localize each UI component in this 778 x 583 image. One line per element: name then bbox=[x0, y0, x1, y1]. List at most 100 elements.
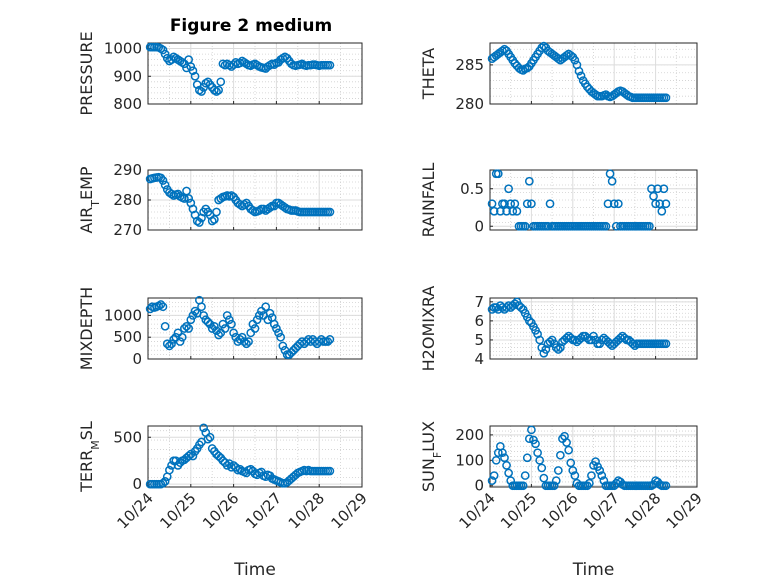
data-point bbox=[186, 315, 196, 325]
data-point bbox=[323, 337, 333, 346]
data-point bbox=[209, 215, 219, 224]
data-point bbox=[537, 343, 547, 352]
data-point bbox=[489, 471, 499, 480]
data-point bbox=[533, 329, 542, 339]
axes-border bbox=[147, 425, 363, 488]
data-point bbox=[570, 55, 580, 65]
data-point bbox=[158, 302, 168, 312]
data-point bbox=[603, 199, 613, 209]
data-point bbox=[533, 448, 542, 458]
data-point bbox=[220, 324, 230, 333]
data-point bbox=[186, 62, 196, 71]
y-axis-label: THETA bbox=[419, 48, 438, 100]
data-point bbox=[491, 303, 501, 312]
axes-border bbox=[147, 42, 363, 105]
data-point bbox=[231, 332, 241, 342]
subplot-terr_msl: 0 500 10/24 10/25 10/26 10/27 10/28 10/29 Time TE… bbox=[77, 421, 371, 580]
subplot-rainfall: 0 0.5 RAINFALL bbox=[419, 163, 698, 237]
data-point bbox=[585, 478, 594, 488]
data-point bbox=[314, 337, 324, 346]
data-point bbox=[207, 216, 217, 226]
data-point bbox=[244, 337, 253, 346]
data-point bbox=[562, 438, 571, 447]
axes-border bbox=[489, 42, 698, 105]
data-point bbox=[595, 466, 605, 475]
data-point bbox=[214, 451, 223, 461]
data-point bbox=[520, 221, 530, 231]
data-point bbox=[502, 461, 511, 470]
x-tick-label: 10/24 bbox=[114, 489, 157, 532]
y-tick-label: 4 bbox=[474, 350, 484, 368]
subplot-pressure: 800 900 1000 PRESSURE bbox=[77, 31, 363, 116]
y-tick-label: 290 bbox=[113, 161, 142, 179]
data-point bbox=[506, 476, 516, 485]
y-tick-label: 6 bbox=[474, 312, 484, 330]
x-axis-label: Time bbox=[572, 560, 615, 580]
data-point bbox=[493, 169, 503, 179]
y-tick-label: 1000 bbox=[104, 40, 142, 58]
data-point bbox=[611, 221, 621, 231]
data-point bbox=[535, 455, 545, 465]
data-point bbox=[227, 319, 236, 329]
data-point bbox=[524, 434, 534, 444]
data-point bbox=[489, 206, 499, 216]
data-point bbox=[212, 207, 221, 217]
y-tick-label: 0 bbox=[474, 217, 484, 235]
y-tick-label: 500 bbox=[113, 428, 142, 446]
data-point bbox=[568, 466, 578, 475]
x-tick-label: 10/27 bbox=[242, 489, 285, 532]
data-point bbox=[265, 308, 275, 318]
data-point bbox=[190, 306, 200, 316]
data-point bbox=[167, 461, 176, 470]
x-tick-label: 10/26 bbox=[199, 489, 242, 532]
data-point bbox=[272, 324, 281, 333]
subplot-mixdepth: 0 500 1000 MIXDEPTH bbox=[77, 287, 363, 370]
y-tick-label: 280 bbox=[455, 95, 484, 113]
x-tick-label: 10/24 bbox=[456, 489, 499, 532]
y-axis-label: H2OMIXRA bbox=[419, 286, 438, 372]
data-point bbox=[167, 339, 176, 349]
subplot-theta: 280 285 THETA bbox=[419, 41, 698, 113]
data-point bbox=[551, 476, 561, 485]
subplot-air_temp: 270 280 290 AIRTEMP bbox=[77, 161, 363, 239]
data-point bbox=[261, 302, 271, 312]
data-point bbox=[599, 476, 609, 485]
data-point bbox=[661, 93, 671, 103]
data-point bbox=[184, 194, 194, 203]
data-point bbox=[504, 184, 513, 194]
data-point bbox=[248, 206, 258, 215]
data-point bbox=[564, 445, 574, 455]
x-tick-label: 10/26 bbox=[538, 489, 581, 532]
data-point bbox=[491, 455, 501, 465]
data-point bbox=[184, 451, 194, 461]
data-point bbox=[620, 333, 629, 343]
data-point bbox=[177, 332, 187, 342]
data-point bbox=[197, 302, 206, 312]
data-point bbox=[611, 478, 621, 488]
data-point bbox=[222, 461, 232, 470]
data-point bbox=[229, 461, 238, 470]
y-tick-label: 100 bbox=[455, 451, 484, 469]
data-point bbox=[224, 315, 234, 325]
data-point bbox=[199, 311, 208, 320]
data-point bbox=[182, 321, 191, 331]
data-point bbox=[531, 439, 540, 449]
data-point bbox=[203, 317, 213, 327]
data-point bbox=[209, 321, 219, 331]
data-point bbox=[487, 476, 497, 485]
data-point bbox=[566, 458, 576, 468]
data-point bbox=[649, 191, 658, 201]
data-point bbox=[487, 305, 497, 314]
data-point bbox=[195, 218, 204, 227]
data-point bbox=[158, 176, 168, 185]
data-point bbox=[510, 199, 520, 209]
data-point bbox=[250, 324, 260, 333]
y-axis-label: PRESSURE bbox=[77, 31, 96, 115]
data-point bbox=[197, 87, 206, 96]
data-point bbox=[510, 299, 520, 309]
y-tick-label: 800 bbox=[113, 95, 142, 113]
y-axis-label: MIXDEPTH bbox=[77, 287, 96, 370]
